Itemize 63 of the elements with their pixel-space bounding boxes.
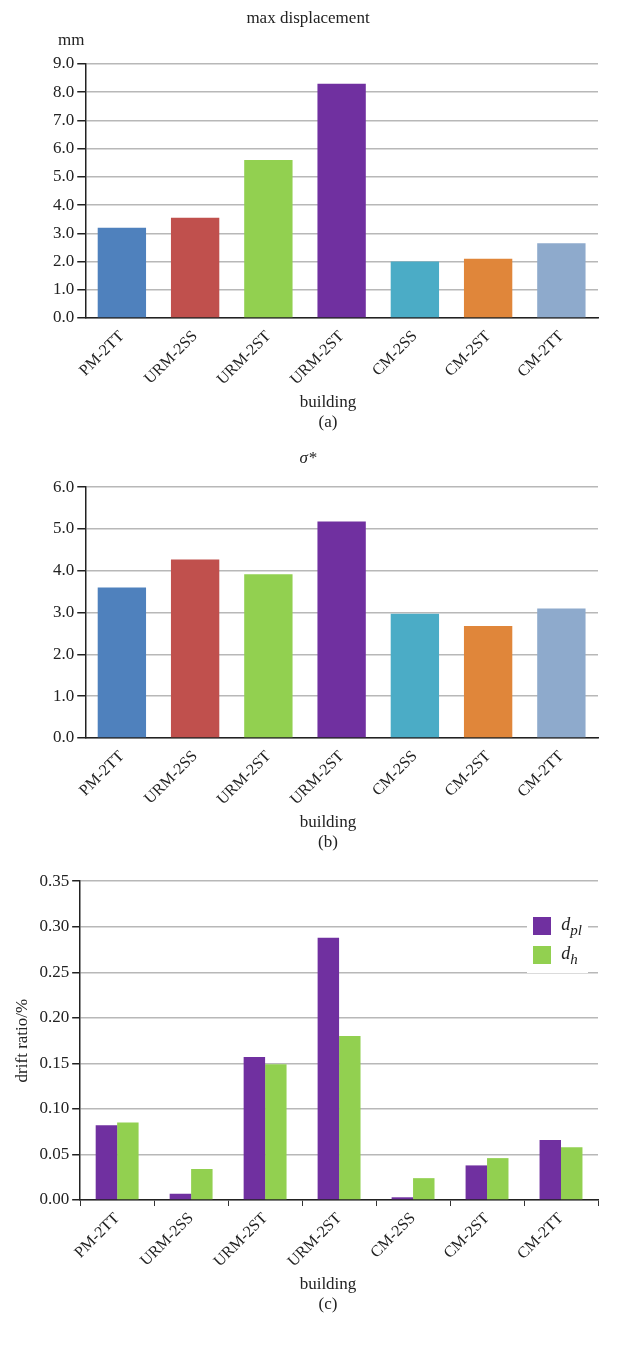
bar (265, 1064, 287, 1200)
chart-title: σ* (298, 448, 318, 469)
y-tick-label: 8.0 (53, 81, 75, 101)
text: (a) (317, 412, 339, 432)
bar (561, 1147, 583, 1200)
y-tick-label: 0.15 (39, 1052, 70, 1072)
bar (413, 1178, 435, 1200)
bar (117, 1122, 139, 1200)
y-tick-label: 0.10 (39, 1098, 70, 1118)
y-tick-label: 6.0 (53, 138, 75, 158)
bar (390, 261, 440, 318)
legend-label: d$_{pl}$ (561, 914, 582, 939)
y-tick-label: 0.0 (53, 307, 75, 327)
bar (390, 613, 440, 738)
x-axis-title: building (298, 812, 358, 832)
y-tick-label: 0.00 (39, 1189, 70, 1209)
bar (243, 1057, 266, 1200)
bar (487, 1158, 509, 1200)
y-tick-label: 5.0 (53, 518, 75, 538)
y-tick-label: 0.25 (39, 961, 70, 981)
bar (95, 1125, 118, 1200)
x-axis-title: building (298, 392, 358, 412)
y-tick-label: 4.0 (53, 194, 75, 214)
text: (b) (317, 832, 339, 852)
y-tick-label: 1.0 (53, 685, 75, 705)
y-tick-label: 7.0 (53, 109, 75, 129)
bar (465, 1165, 488, 1200)
y-tick-label: 0.0 (53, 727, 75, 747)
bar (537, 243, 586, 318)
bar (244, 159, 293, 318)
bar (97, 227, 147, 318)
x-axis-title: building (298, 1274, 358, 1294)
y-tick-label: 0.30 (39, 916, 70, 936)
y-tick-label: 1.0 (53, 279, 75, 299)
bar (537, 608, 586, 738)
bar (317, 521, 366, 738)
bar (170, 559, 220, 738)
y-tick-label: 0.35 (39, 870, 70, 890)
y-tick-label: 0.20 (39, 1007, 70, 1027)
bar (97, 587, 147, 738)
y-tick-label: 9.0 (53, 53, 75, 73)
legend-label: d$_{h}$ (561, 942, 578, 968)
y-tick-label: 0.05 (39, 1143, 70, 1163)
bar (317, 937, 340, 1200)
bar (170, 217, 220, 318)
bar (339, 1036, 361, 1200)
text: (c) (317, 1294, 339, 1314)
y-tick-label: 3.0 (53, 222, 75, 242)
bar (539, 1139, 562, 1200)
y-tick-label: 6.0 (53, 476, 75, 496)
y-tick-label: 4.0 (53, 560, 75, 580)
chart-title: max displacement (245, 8, 371, 29)
bar (463, 625, 513, 738)
bar (463, 258, 513, 318)
y-tick-label: 2.0 (53, 251, 75, 271)
y-tick-label: 2.0 (53, 643, 75, 663)
bar (244, 574, 293, 738)
y-tick-label: 3.0 (53, 602, 75, 622)
y-axis-title: mm (58, 30, 85, 50)
y-axis-title: drift ratio/% (11, 998, 31, 1083)
y-tick-label: 5.0 (53, 166, 75, 186)
bar (317, 83, 366, 318)
bar (191, 1169, 213, 1200)
